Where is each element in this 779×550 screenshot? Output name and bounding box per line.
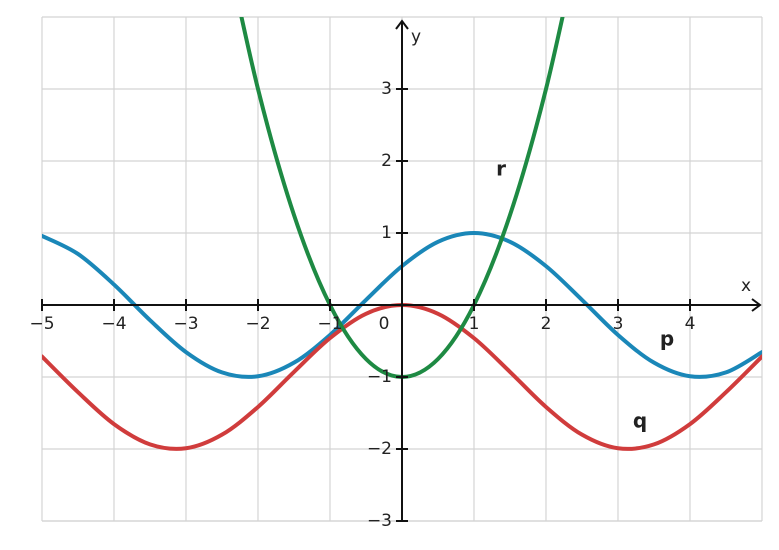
y-axis-arrow: [395, 19, 409, 30]
x-tick-label: −2: [245, 314, 270, 334]
series-label: p: [660, 327, 674, 351]
y-tick-label: −2: [367, 439, 392, 459]
series-label: q: [633, 409, 647, 433]
x-tick-label: 2: [541, 314, 552, 334]
y-tick-label: 3: [381, 79, 392, 99]
y-tick-label: 2: [381, 151, 392, 171]
x-tick-label: −3: [173, 314, 198, 334]
y-tick-label: −3: [367, 511, 392, 531]
x-tick-label: −4: [101, 314, 126, 334]
series-label: r: [496, 157, 506, 181]
x-tick-label: −1: [317, 314, 342, 334]
x-tick-label: 3: [613, 314, 624, 334]
x-tick-label: −5: [29, 314, 54, 334]
x-tick-label: 1: [469, 314, 480, 334]
x-axis-arrow: [751, 298, 762, 312]
x-axis-label: x: [741, 276, 751, 296]
y-tick-label: 1: [381, 223, 392, 243]
x-tick-label: 4: [685, 314, 696, 334]
y-tick-label: −1: [367, 367, 392, 387]
y-axis-label: y: [411, 27, 421, 47]
x-tick-label: 0: [379, 314, 390, 334]
